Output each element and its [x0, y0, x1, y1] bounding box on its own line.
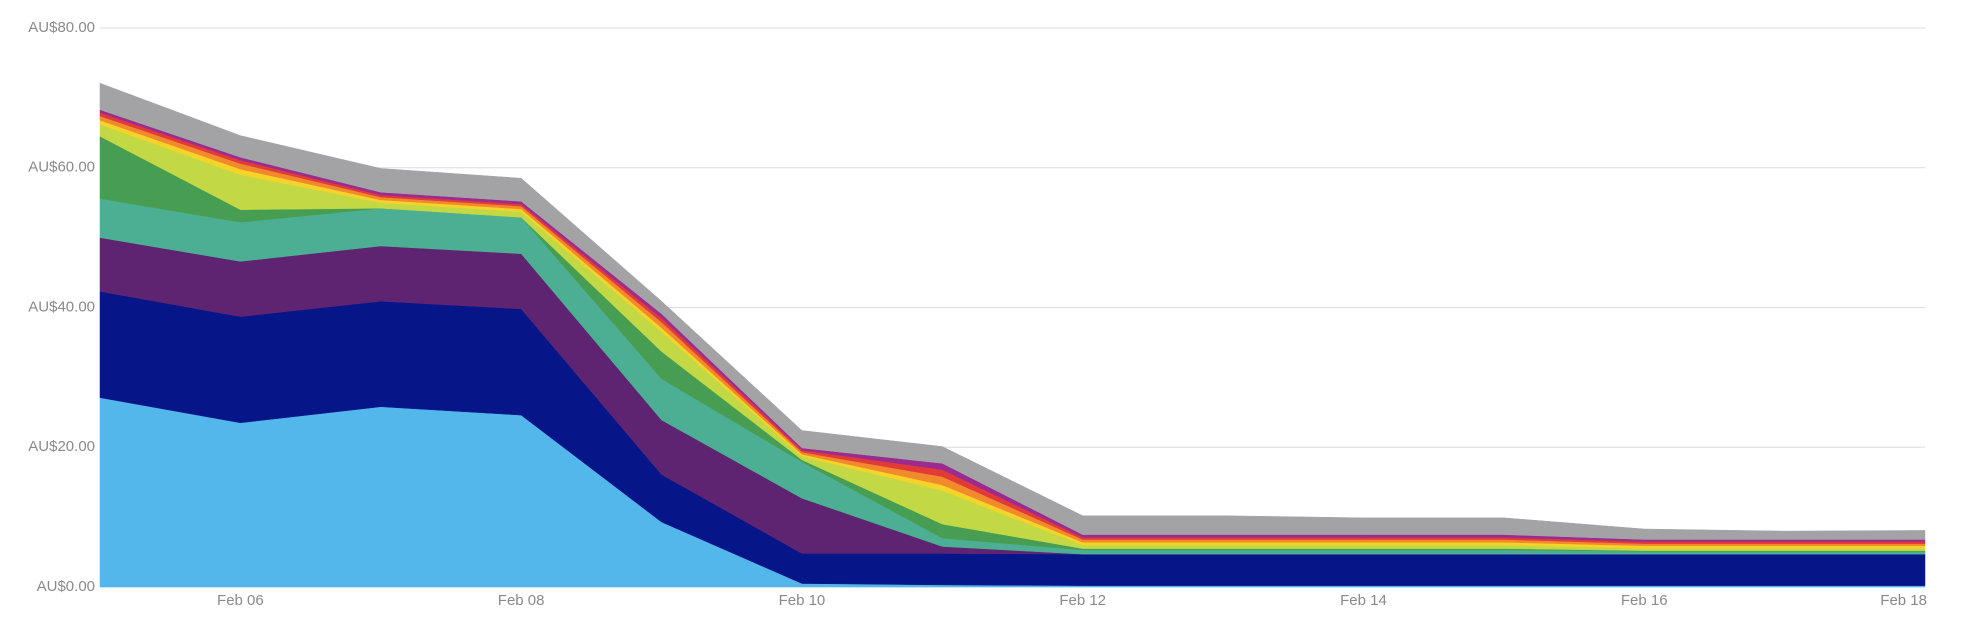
- x-tick-label: Feb 06: [217, 592, 264, 609]
- x-tick-label: Feb 14: [1340, 592, 1387, 609]
- x-tick-label: Feb 10: [779, 592, 826, 609]
- y-tick-label: AU$40.00: [28, 298, 95, 315]
- x-tick-label: Feb 08: [498, 592, 545, 609]
- area: [99, 82, 1926, 540]
- x-tick-label: Feb 16: [1621, 592, 1668, 609]
- x-tick-label: Feb 12: [1059, 592, 1106, 609]
- y-tick-label: AU$20.00: [28, 438, 95, 455]
- y-tick-label: AU$80.00: [28, 19, 95, 36]
- y-tick-label: AU$0.00: [37, 578, 95, 595]
- x-tick-label: Feb 18: [1880, 592, 1927, 609]
- y-tick-label: AU$60.00: [28, 159, 95, 176]
